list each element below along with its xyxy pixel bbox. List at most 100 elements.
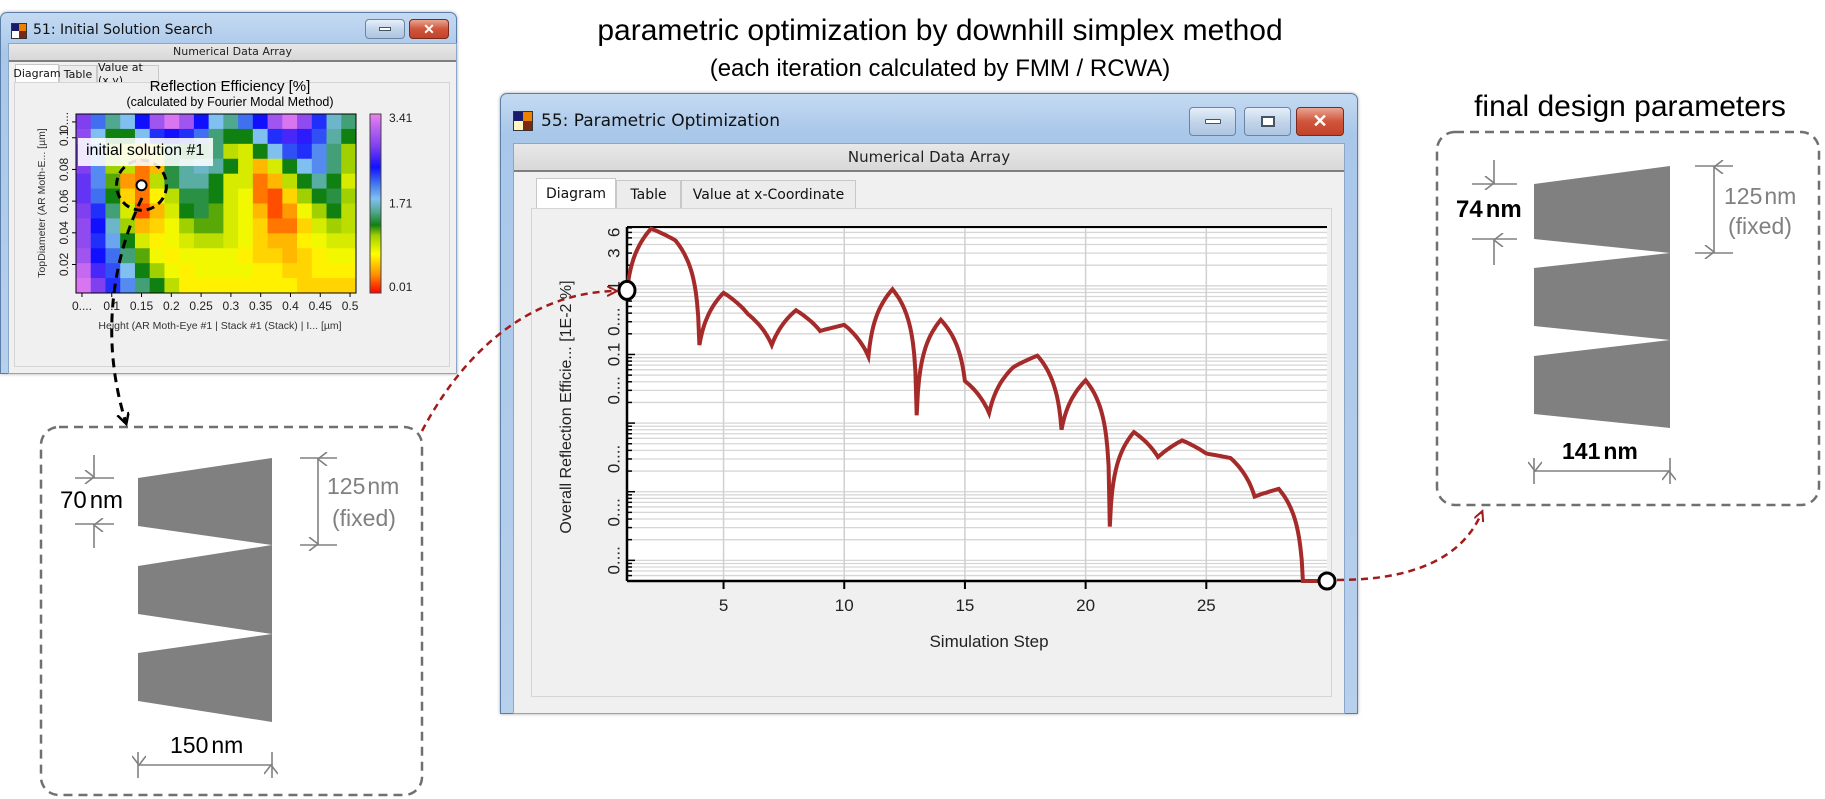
y-tick-label: 0.06 [57, 189, 71, 213]
heatmap-cell [282, 128, 298, 145]
heatmap-cell [297, 128, 313, 145]
heatmap-cell [326, 128, 342, 145]
heatmap-cell [223, 263, 239, 279]
x-tick-label: 0.2 [163, 299, 180, 313]
heatmap-cell [149, 114, 165, 130]
heatmap-cell [341, 263, 357, 279]
final-design-box [1435, 130, 1821, 507]
close-button[interactable]: ✕ [409, 19, 449, 39]
heatmap-cell [208, 263, 224, 279]
x-tick-label: 0.35 [249, 299, 273, 313]
app-icon [11, 23, 27, 39]
tab-value-at-xy[interactable]: Value at (x,y) [97, 61, 159, 87]
heatmap-cell [326, 248, 342, 264]
minimize-button[interactable] [1189, 107, 1236, 136]
y-tick-label: 3 [605, 248, 624, 257]
heatmap-cell [326, 188, 342, 204]
heatmap-cell [282, 248, 298, 264]
x-tick-label: 10 [835, 596, 854, 615]
heatmap-cell [179, 188, 195, 204]
close-button[interactable]: ✕ [1296, 107, 1344, 136]
heatmap-cell [208, 233, 224, 249]
tab-value-at-x-coordinate[interactable]: Value at x-Coordinate [681, 180, 856, 208]
heatmap-cell [149, 278, 165, 294]
heatmap-cell [311, 158, 328, 175]
initial-height-label: 150 nm [170, 732, 244, 758]
x-tick-label: 0.45 [309, 299, 333, 313]
heatmap-cell [105, 114, 121, 130]
heatmap-cell [311, 278, 328, 294]
heatmap-cell [120, 203, 136, 219]
heatmap-cell [179, 218, 195, 234]
colorbar [369, 113, 382, 294]
heatmap-cell [179, 278, 195, 294]
heatmap-cell [282, 173, 298, 190]
heatmap-cell [223, 233, 239, 249]
heatmap-cell [326, 158, 342, 175]
heatmap-cell [164, 278, 180, 294]
heatmap-cell [120, 218, 136, 234]
minimize-button[interactable] [365, 19, 405, 39]
heatmap-cell [179, 248, 195, 264]
heatmap-cell [193, 263, 210, 279]
heatmap-cell [252, 233, 269, 249]
heatmap-cell [297, 114, 313, 130]
heatmap-cell [193, 278, 210, 294]
heatmap-title: Reflection Efficiency [%] [149, 78, 311, 95]
heatmap-cell [120, 248, 136, 264]
heatmap-cell [341, 143, 357, 160]
heatmap-cell [252, 218, 269, 234]
heatmap-cell [311, 203, 328, 219]
tab-diagram[interactable]: Diagram [13, 64, 61, 82]
heatmap-cell [76, 188, 92, 204]
heatmap-cell [238, 263, 254, 279]
heatmap-cell [134, 233, 151, 249]
x-tick-label: 0.15 [130, 299, 154, 313]
heatmap-cell [208, 218, 224, 234]
heatmap-cell [341, 188, 357, 204]
heatmap-xlabel: Height (AR Moth-Eye #1 | Stack #1 (Stack… [98, 320, 342, 332]
heatmap-cell [238, 203, 254, 219]
heatmap-cell [193, 203, 210, 219]
heatmap-cell [164, 188, 180, 204]
heatmap-cell [149, 173, 165, 190]
heatmap-cell [311, 173, 328, 190]
heatmap-cell [193, 173, 210, 190]
heatmap-cell [326, 203, 342, 219]
heatmap-cell [282, 143, 298, 160]
initial-solution-label-box [78, 138, 213, 166]
heatmap-cell [120, 263, 136, 279]
heatmap-cell [164, 218, 180, 234]
heatmap-cell [238, 248, 254, 264]
main-subtitle: (each iteration calculated by FMM / RCWA… [709, 55, 1171, 82]
heatmap-cell [164, 263, 180, 279]
heatmap-cell [267, 143, 283, 160]
initial-design-box [39, 425, 424, 797]
heatmap-cell [252, 188, 269, 204]
heatmap-cell [208, 188, 224, 204]
tab-diagram[interactable]: Diagram [536, 178, 616, 208]
heatmap-cell [105, 233, 121, 249]
heatmap-cell [76, 278, 92, 294]
heatmap-cell [179, 203, 195, 219]
heatmap-cell [223, 248, 239, 264]
y-tick-label: 0.04 [57, 221, 71, 245]
heatmap-cell [90, 218, 106, 234]
heatmap-cell [311, 218, 328, 234]
tab-table[interactable]: Table [616, 180, 681, 208]
x-tick-label: 0.3 [223, 299, 240, 313]
heatmap-cell [252, 203, 269, 219]
heatmap-cell [223, 158, 239, 175]
heatmap-cell [134, 218, 151, 234]
heatmap-cell [341, 278, 357, 294]
heatmap-cell [105, 278, 121, 294]
heatmap-cell [341, 203, 357, 219]
heatmap-cell [267, 173, 283, 190]
y-tick-label: 0.... [605, 376, 624, 404]
maximize-button[interactable] [1244, 107, 1291, 136]
x-tick-label: 25 [1197, 596, 1216, 615]
tab-table[interactable]: Table [59, 65, 97, 82]
final-period-label: 125nm [1724, 183, 1797, 209]
heatmap-cell [297, 218, 313, 234]
